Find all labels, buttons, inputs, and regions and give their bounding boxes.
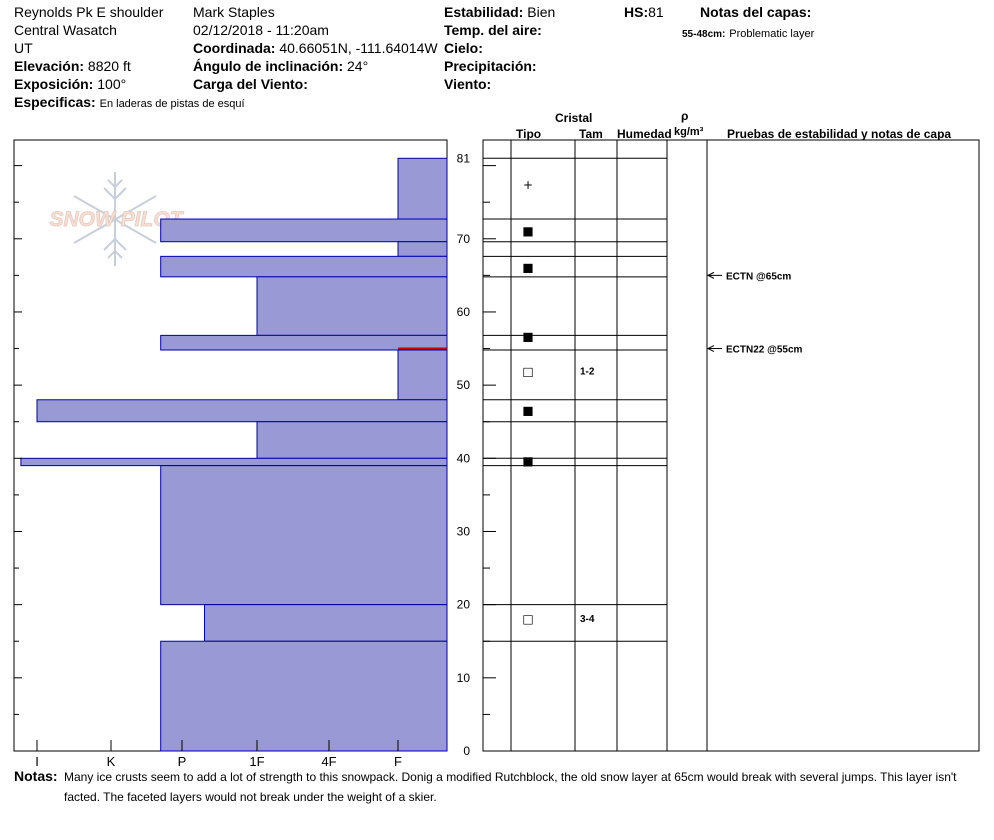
elevation-label: Elevación: — [14, 58, 85, 74]
slope-value: 24° — [347, 58, 369, 74]
air-temp-label: Temp. del aire: — [444, 22, 542, 38]
table-column-dividers — [510, 140, 708, 751]
observer: Mark Staples — [193, 4, 275, 20]
depth-tick-label: 40 — [457, 451, 471, 465]
elevation-value: 8820 ft — [87, 58, 131, 74]
hardness-layer-0 — [397, 157, 448, 220]
hardness-layer-2 — [397, 241, 448, 257]
hardness-layer-4 — [256, 276, 448, 336]
hardness-layers — [20, 157, 448, 752]
depth-tick-label: 60 — [457, 305, 471, 319]
depth-tick-label: 10 — [457, 671, 471, 685]
hs-row: HS:81 — [624, 4, 664, 20]
wind-load-label: Carga del Viento: — [193, 76, 308, 92]
specifics-row: Especificas: En laderas de pistas de esq… — [14, 94, 245, 112]
hardness-layer-6 — [397, 349, 448, 401]
layer-boundaries — [483, 157, 667, 642]
specifics-value: En laderas de pistas de esquí — [99, 98, 245, 110]
hardness-tick-label: 1F — [249, 754, 264, 769]
col-rho: ρ — [681, 109, 689, 123]
location: Reynolds Pk E shoulder — [14, 4, 164, 20]
stability-value: Bien — [527, 4, 556, 20]
hardness-layer-12 — [160, 640, 448, 752]
coord-row: Coordinada: 40.66051N, -111.64014W — [193, 40, 438, 56]
hardness-layer-5 — [160, 334, 448, 351]
hs-label: HS: — [624, 4, 649, 20]
crystal-type-symbol: □ — [522, 364, 533, 378]
crystal-size: 1-2 — [580, 366, 595, 377]
hardness-tick-label: I — [35, 754, 39, 769]
depth-tick-label: 20 — [457, 598, 471, 612]
stability-tests: ECTN @65cm ECTN22 @55cm — [706, 271, 803, 356]
hardness-layer-9 — [20, 457, 448, 467]
snowflake-icon — [73, 172, 157, 266]
crystal-symbols: + ■ ■ ■ □ 1-2 ■ ■ □ 3-4 — [522, 178, 595, 626]
state: UT — [14, 40, 33, 56]
test-arrow-icon — [706, 271, 715, 279]
hardness-axis: I K P 1F 4F F — [35, 740, 402, 769]
slope-label: Ángulo de inclinación: — [193, 58, 344, 74]
layer-note-text: Problematic layer — [729, 28, 815, 40]
aspect-label: Exposición: — [14, 76, 94, 92]
region: Central Wasatch — [14, 22, 117, 38]
wind-label: Viento: — [444, 76, 492, 92]
aspect-value: 100° — [97, 76, 127, 92]
col-cristal: Cristal — [555, 111, 593, 125]
notes-text: Many ice crusts seem to add a lot of str… — [64, 770, 957, 804]
crystal-type-symbol: ■ — [522, 261, 533, 275]
crystal-type-symbol: ■ — [522, 454, 533, 468]
hardness-tick-label: F — [394, 754, 402, 769]
depth-tick-label: 50 — [457, 378, 471, 392]
crystal-size: 3-4 — [580, 614, 595, 625]
crystal-type-symbol: + — [523, 178, 533, 192]
hardness-layer-7 — [36, 399, 448, 423]
stability-label: Estabilidad: — [444, 4, 524, 20]
depth-axis: 0 10 20 30 40 50 60 70 81 — [14, 151, 496, 758]
depth-tick-label: 30 — [457, 524, 471, 538]
col-tipo: Tipo — [516, 127, 542, 141]
col-rho-unit: kg/m³ — [674, 126, 704, 138]
test-label: ECTN @65cm — [726, 271, 791, 282]
notes-label: Notas: — [14, 768, 58, 784]
logo-text: SNOW PILOT — [50, 208, 185, 231]
hs-value: 81 — [648, 4, 664, 20]
layer-note-row: 55-48cm: Problematic layer — [682, 24, 814, 43]
stability-row: Estabilidad: Bien — [444, 4, 555, 20]
coord-value: 40.66051N, -111.64014W — [279, 40, 438, 56]
test-label: ECTN22 @55cm — [726, 345, 803, 356]
crystal-type-symbol: ■ — [522, 329, 533, 343]
col-humedad: Humedad — [617, 127, 672, 141]
depth-tick-label: 0 — [463, 744, 470, 758]
col-tam: Tam — [579, 127, 603, 141]
test-arrow-icon — [706, 345, 715, 352]
col-tests: Pruebas de estabilidad y notas de capa — [727, 127, 952, 141]
hardness-tick-label: K — [107, 754, 116, 769]
slope-row: Ángulo de inclinación: 24° — [193, 58, 368, 74]
crystal-table-frame — [482, 139, 980, 752]
snowpilot-logo: SNOW PILOT — [49, 172, 185, 266]
layer-notes-label: Notas del capas: — [700, 4, 812, 20]
elevation-row: Elevación: 8820 ft — [14, 58, 131, 74]
datetime: 02/12/2018 - 11:20am — [193, 22, 329, 38]
hardness-layer-3 — [160, 255, 448, 278]
precip-label: Precipitación: — [444, 58, 537, 74]
hardness-layer-10 — [160, 465, 448, 606]
layer-note-depth: 55-48cm: — [682, 29, 726, 40]
coord-label: Coordinada: — [193, 40, 276, 56]
crystal-type-symbol: □ — [522, 612, 533, 626]
crystal-type-symbol: ■ — [522, 403, 533, 417]
specifics-label: Especificas: — [14, 94, 96, 110]
hardness-layer-11 — [204, 604, 448, 642]
hardness-tick-label: P — [178, 754, 187, 769]
hardness-tick-label: 4F — [321, 754, 336, 769]
hardness-layer-8 — [256, 421, 448, 459]
depth-tick-label: 70 — [457, 232, 471, 246]
crystal-type-symbol: ■ — [522, 224, 533, 238]
aspect-row: Exposición: 100° — [14, 76, 126, 92]
snow-height-label: 81 — [457, 151, 471, 165]
sky-label: Cielo: — [444, 40, 483, 56]
hardness-layer-1 — [160, 218, 448, 243]
